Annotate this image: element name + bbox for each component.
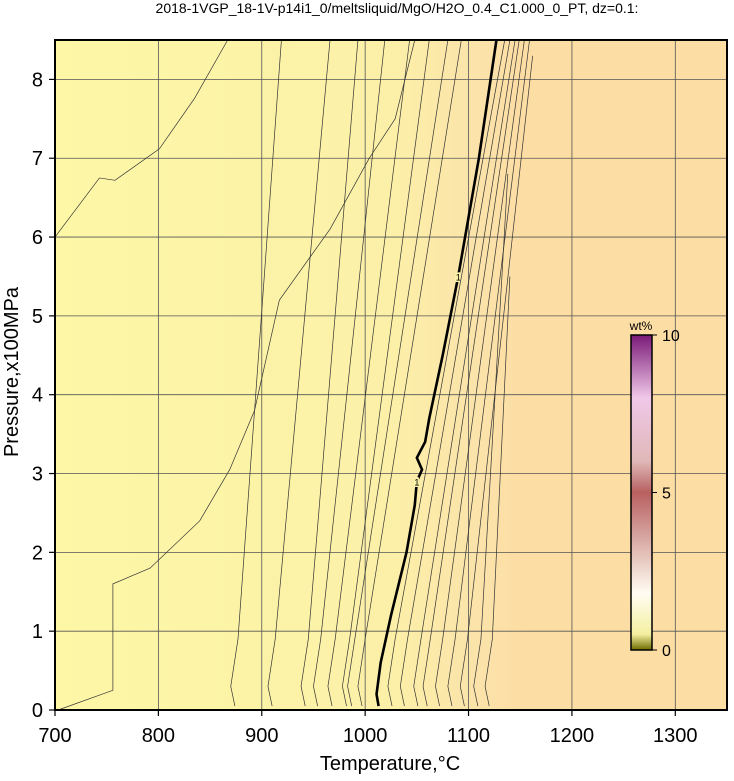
contour-line — [313, 39, 386, 707]
y-tick-label: 7 — [32, 148, 43, 170]
contour-line — [347, 39, 449, 707]
contour-line — [484, 276, 511, 707]
contour-line — [413, 39, 516, 707]
x-tick-label: 1100 — [447, 725, 490, 747]
colorbar-tick-label: 10 — [662, 328, 680, 345]
contour-line — [267, 39, 331, 707]
contour-label: 1 — [414, 477, 419, 487]
contour-line — [357, 39, 462, 707]
contour-line — [387, 39, 506, 707]
y-tick-label: 4 — [32, 385, 43, 407]
y-tick-label: 8 — [32, 69, 43, 91]
contour-line — [54, 39, 228, 238]
y-tick-label: 5 — [32, 306, 43, 328]
colorbar — [630, 334, 653, 651]
x-tick-label: 800 — [142, 725, 175, 747]
y-tick-label: 1 — [32, 621, 43, 643]
y-axis-label: Pressure,x100MPa — [1, 286, 23, 457]
y-tick-label: 0 — [32, 700, 43, 722]
y-tick-label: 3 — [32, 464, 43, 486]
contour-line — [375, 39, 498, 707]
contour-line — [459, 55, 533, 707]
contour-line — [57, 39, 416, 711]
x-axis-label: Temperature,°C — [320, 753, 460, 775]
contour-line — [473, 173, 509, 707]
contour-line — [342, 39, 430, 707]
x-tick-label: 1300 — [653, 725, 698, 747]
contours: 11 — [54, 39, 533, 711]
y-tick-label: 2 — [32, 542, 43, 564]
contour-line — [300, 39, 359, 707]
contour-label: 1 — [456, 272, 461, 282]
chart-title: 2018-1VGP_18-1V-p14i1_0/meltsliquid/MgO/… — [156, 0, 639, 16]
plot-frame — [54, 39, 728, 711]
grid — [54, 40, 727, 711]
x-tick-label: 1200 — [550, 725, 595, 747]
colorbar-axis: 0 5 10 — [652, 328, 680, 660]
colorbar-tick-label: 0 — [662, 643, 671, 660]
contour-line — [435, 39, 525, 707]
contour-line — [327, 39, 410, 707]
contour-line — [447, 39, 530, 707]
x-tick-label: 700 — [38, 725, 71, 747]
y-tick-label: 6 — [32, 227, 43, 249]
contour-line — [399, 39, 511, 707]
contour-line — [422, 39, 520, 707]
x-tick-label: 1000 — [343, 725, 388, 747]
x-tick-label: 900 — [245, 725, 278, 747]
contour-line — [230, 39, 282, 707]
colorbar-label: wt% — [629, 319, 653, 333]
colorbar-tick-label: 5 — [662, 486, 671, 503]
plot-background — [55, 40, 727, 710]
